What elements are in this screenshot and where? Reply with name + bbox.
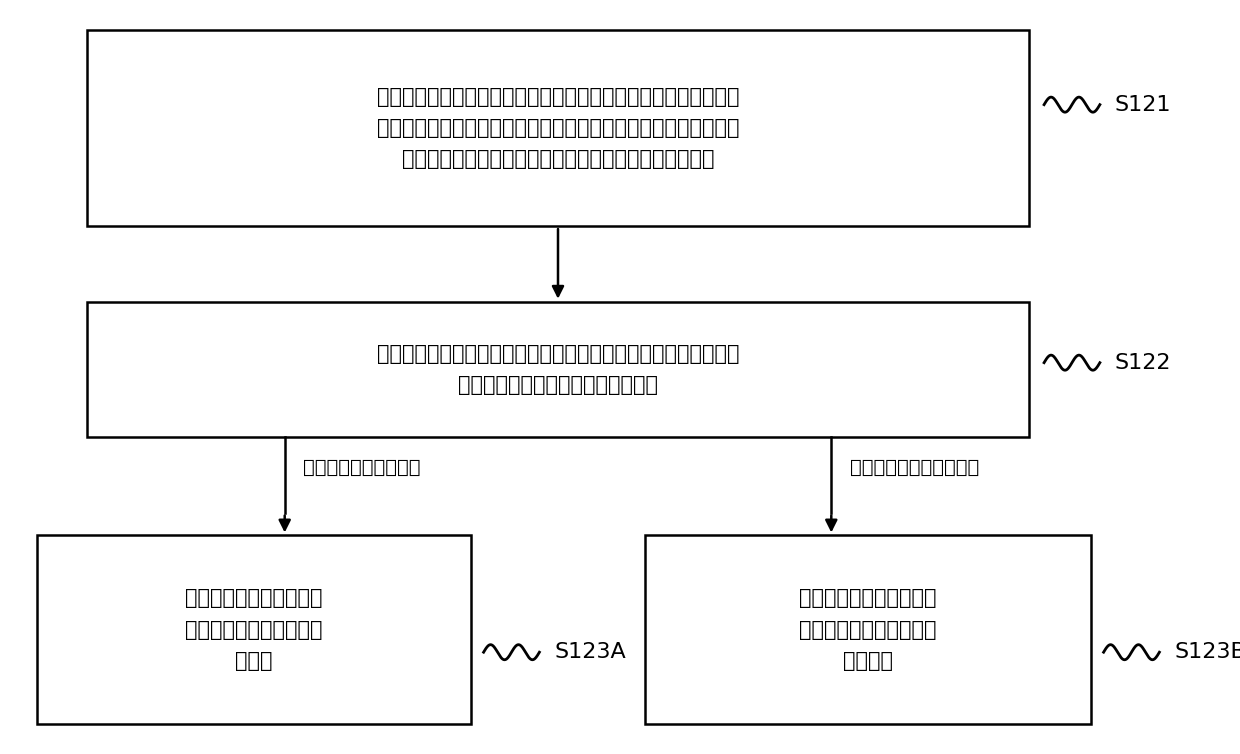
Text: S121: S121 — [1115, 95, 1172, 115]
Text: 若所述相交状态为不相交: 若所述相交状态为不相交 — [849, 458, 980, 477]
Text: 若所述相交状态为相交: 若所述相交状态为相交 — [304, 458, 420, 477]
Text: S122: S122 — [1115, 353, 1172, 372]
Text: 确定所述第一模型表面和
所述第二模型的相邻状态
为相邻: 确定所述第一模型表面和 所述第二模型的相邻状态 为相邻 — [186, 588, 322, 671]
Text: 获取所述虚拟实体与第二模型之间的相交状态；其中，所述第二模
型与所述第一模型为不同的实体模型: 获取所述虚拟实体与第二模型之间的相交状态；其中，所述第二模 型与所述第一模型为不… — [377, 344, 739, 395]
FancyBboxPatch shape — [37, 535, 471, 724]
Text: S123A: S123A — [554, 642, 626, 662]
Text: 沿第一模型表面的法向生成对应的虚拟实体；其中，所述虚拟实体
的与第一模型表面的法向垂直的横截面的大小与所述第一模型表面
相同，所述虚拟实体的厚度用于表征相邻关系: 沿第一模型表面的法向生成对应的虚拟实体；其中，所述虚拟实体 的与第一模型表面的法… — [377, 87, 739, 170]
FancyBboxPatch shape — [87, 30, 1029, 226]
FancyBboxPatch shape — [87, 302, 1029, 437]
Text: S123B: S123B — [1174, 642, 1240, 662]
FancyBboxPatch shape — [645, 535, 1091, 724]
Text: 确定所述第一模型表面和
所述第二模型的相邻状态
为不相邻: 确定所述第一模型表面和 所述第二模型的相邻状态 为不相邻 — [800, 588, 936, 671]
